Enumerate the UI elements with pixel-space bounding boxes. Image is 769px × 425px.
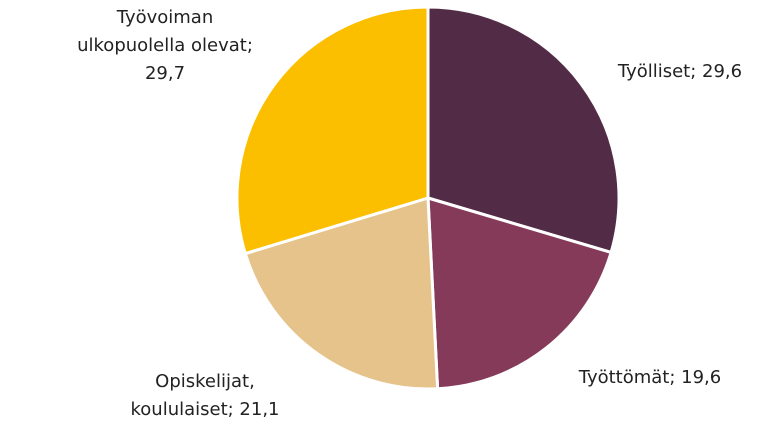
data-label: Työttömät; 19,6: [578, 367, 722, 388]
pie-slice: [235, 5, 430, 256]
data-label: Opiskelijat, koululaiset; 21,1: [130, 371, 280, 420]
pie-slice: [426, 195, 613, 391]
data-label: Työvoiman ulkopuolella olevat; 29,7: [77, 7, 253, 84]
data-label: Työlliset; 29,6: [617, 61, 743, 82]
pie-slice: [426, 5, 621, 255]
pie-slice: [243, 196, 440, 391]
